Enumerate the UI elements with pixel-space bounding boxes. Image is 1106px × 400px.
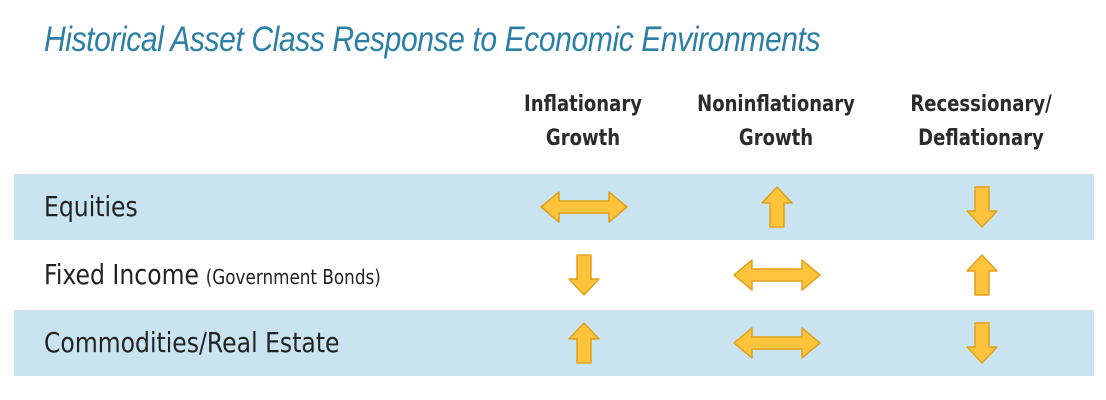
arrow-down-icon [568, 254, 600, 296]
arrow-down-icon [966, 322, 998, 364]
response-cell [717, 310, 837, 376]
response-cell [922, 242, 1042, 308]
arrow-down-icon [966, 186, 998, 228]
column-header-inflationary-growth: Inflationary Growth [483, 88, 683, 156]
response-cell [717, 174, 837, 240]
response-cell [524, 310, 644, 376]
response-cell [922, 310, 1042, 376]
row-label: Commodities/Real Estate [44, 310, 340, 376]
row-label-text: Fixed Income [44, 258, 199, 291]
column-header-line: Inflationary [524, 92, 642, 117]
double-arrow-icon [733, 259, 821, 291]
row-label-note: (Government Bonds) [205, 265, 381, 289]
row-label: Fixed Income (Government Bonds) [44, 242, 381, 308]
row-equities: Equities [14, 174, 1094, 240]
column-header-line: Noninflationary [697, 92, 855, 117]
response-cell [922, 174, 1042, 240]
double-arrow-icon [733, 327, 821, 359]
row-label: Equities [44, 174, 138, 240]
arrow-up-icon [568, 322, 600, 364]
column-header-line: Growth [545, 126, 621, 151]
row-label-text: Equities [44, 190, 138, 223]
arrow-up-icon [761, 186, 793, 228]
row-commodities-real-estate: Commodities/Real Estate [14, 310, 1094, 376]
row-label-text: Commodities/Real Estate [44, 326, 340, 359]
arrow-up-icon [966, 254, 998, 296]
column-header-noninflationary-growth: Noninflationary Growth [676, 88, 876, 156]
response-cell [524, 242, 644, 308]
column-header-line: Growth [738, 126, 814, 151]
response-cell [717, 242, 837, 308]
page-title: Historical Asset Class Response to Econo… [44, 20, 821, 59]
column-header-line: Deflationary [918, 126, 1044, 151]
response-cell [524, 174, 644, 240]
column-header-recessionary-deflationary: Recessionary/ Deflationary [881, 88, 1081, 156]
column-header-line: Recessionary/ [910, 92, 1052, 117]
double-arrow-icon [540, 191, 628, 223]
row-fixed-income: Fixed Income (Government Bonds) [14, 242, 1094, 308]
